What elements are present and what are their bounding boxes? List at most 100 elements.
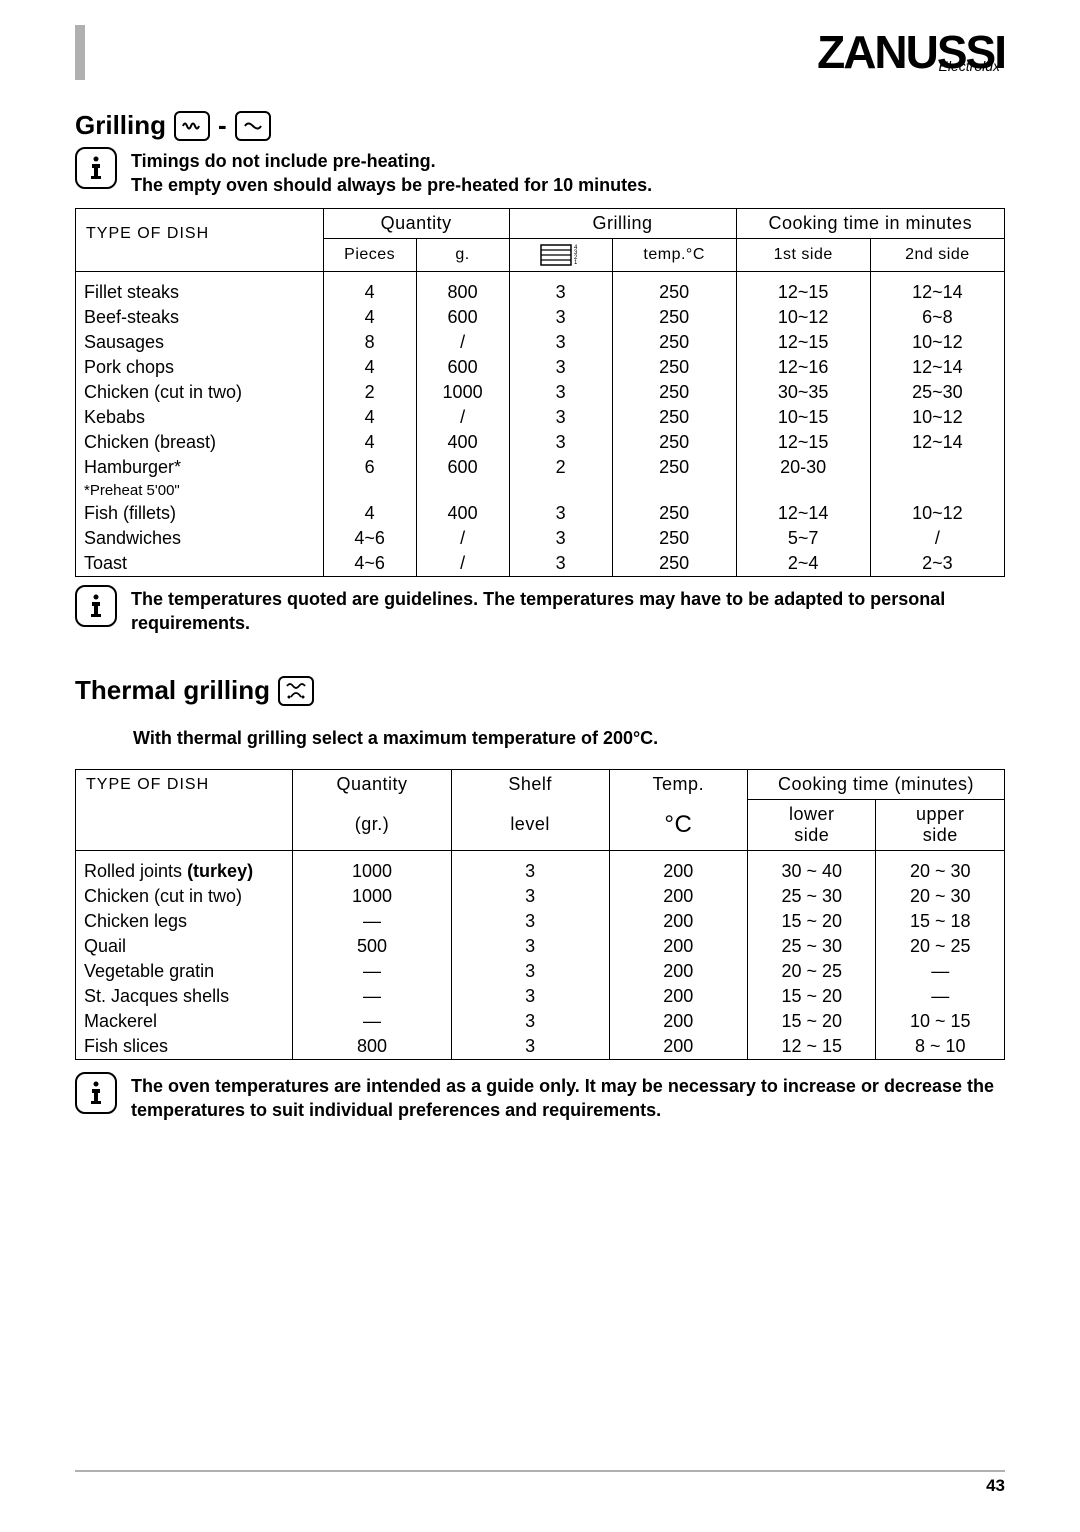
cell-lo: 12 ~ 15 <box>747 1034 875 1060</box>
thermal-section: Thermal grilling With thermal grilling s… <box>75 675 1005 1123</box>
cell-type: Chicken legs <box>76 909 293 934</box>
cell-type: Sausages <box>76 330 324 355</box>
upper-label2: side <box>884 825 996 846</box>
cell-type: Chicken (breast) <box>76 430 324 455</box>
cell-s2: 10~12 <box>870 330 1004 355</box>
cell-s1: 20-30 <box>736 455 870 480</box>
cell-pieces: 4 <box>323 271 416 305</box>
cell-type: Mackerel <box>76 1009 293 1034</box>
cell-temp: 250 <box>612 430 736 455</box>
cell-temp: 250 <box>612 380 736 405</box>
decorative-bar <box>75 25 85 80</box>
cell-up: — <box>876 984 1005 1009</box>
table-row: Vegetable gratin—320020 ~ 25— <box>76 959 1005 984</box>
cell-shelf: 3 <box>509 330 612 355</box>
grilling-table: TYPE OF DISH Quantity Grilling Cooking t… <box>75 208 1005 577</box>
cell-temp: 200 <box>609 851 747 885</box>
info-icon <box>75 1072 117 1114</box>
col-upper: upper side <box>876 800 1005 851</box>
cell-g: 600 <box>416 305 509 330</box>
grilling-heading: Grilling - <box>75 110 1005 141</box>
cell-shelf: 3 <box>509 526 612 551</box>
note-line2: The empty oven should always be pre-heat… <box>131 173 652 197</box>
cell-s1 <box>736 480 870 501</box>
cell-s2 <box>870 480 1004 501</box>
cell-temp: 200 <box>609 959 747 984</box>
grill-icon <box>174 111 210 141</box>
cell-up: 15 ~ 18 <box>876 909 1005 934</box>
cell-g: 600 <box>416 455 509 480</box>
cell-up: 20 ~ 30 <box>876 851 1005 885</box>
cell-shelf: 2 <box>509 455 612 480</box>
cell-temp: 250 <box>612 330 736 355</box>
cell-s1: 12~16 <box>736 355 870 380</box>
cell-qty: 800 <box>293 1034 451 1060</box>
col-quantity: Quantity <box>323 208 509 238</box>
cell-shelf: 3 <box>509 305 612 330</box>
cell-temp: 200 <box>609 909 747 934</box>
col-shelf-icon: 4 3 2 1 <box>509 238 612 271</box>
cell-temp: 250 <box>612 405 736 430</box>
table-row: *Preheat 5'00" <box>76 480 1005 501</box>
cell-pieces: 8 <box>323 330 416 355</box>
cell-type: Hamburger* <box>76 455 324 480</box>
cell-shelf: 3 <box>509 430 612 455</box>
cell-temp: 250 <box>612 271 736 305</box>
cell-s1: 10~15 <box>736 405 870 430</box>
footnote-text: The temperatures quoted are guidelines. … <box>131 585 1005 636</box>
cell-type: Rolled joints (turkey) <box>76 851 293 885</box>
cell-type: Fish (fillets) <box>76 501 324 526</box>
cell-temp: 200 <box>609 1034 747 1060</box>
cell-pieces: 4 <box>323 305 416 330</box>
cell-type: Fish slices <box>76 1034 293 1060</box>
cell-g: / <box>416 330 509 355</box>
info-note-2: The temperatures quoted are guidelines. … <box>75 585 1005 636</box>
note-line1: Timings do not include pre-heating. <box>131 149 652 173</box>
cell-type: Chicken (cut in two) <box>76 380 324 405</box>
cell-shelf: 3 <box>509 355 612 380</box>
cell-s2: 12~14 <box>870 430 1004 455</box>
table-row: Rolled joints (turkey)1000320030 ~ 4020 … <box>76 851 1005 885</box>
cell-lo: 20 ~ 25 <box>747 959 875 984</box>
table-row: Pork chops4600325012~1612~14 <box>76 355 1005 380</box>
cell-type: Kebabs <box>76 405 324 430</box>
brand-subtext: Electrolux <box>939 58 1000 74</box>
cell-g: 800 <box>416 271 509 305</box>
shelf-icon: 4 3 2 1 <box>539 243 583 267</box>
col-2nd: 2nd side <box>870 238 1004 271</box>
table-row: Beef-steaks4600325010~126~8 <box>76 305 1005 330</box>
cell-up: 10 ~ 15 <box>876 1009 1005 1034</box>
cell-s1: 10~12 <box>736 305 870 330</box>
cell-up: 20 ~ 30 <box>876 884 1005 909</box>
grilling-section: Grilling - Timings do not include pre-he… <box>75 110 1005 635</box>
table-row: Chicken legs—320015 ~ 2015 ~ 18 <box>76 909 1005 934</box>
cell-pieces: 4~6 <box>323 551 416 577</box>
cell-up: 20 ~ 25 <box>876 934 1005 959</box>
upper-label: upper <box>884 804 996 825</box>
cell-temp: 250 <box>612 455 736 480</box>
cell-shelf: 3 <box>509 501 612 526</box>
cell-lo: 15 ~ 20 <box>747 1009 875 1034</box>
cell-qty: 1000 <box>293 851 451 885</box>
table-row: Kebabs4/325010~1510~12 <box>76 405 1005 430</box>
col-temp: Temp. <box>609 770 747 800</box>
thermal-note: With thermal grilling select a maximum t… <box>133 728 1005 749</box>
col-type: TYPE OF DISH <box>76 770 293 851</box>
cell-pieces: 4 <box>323 501 416 526</box>
cell-shelf: 3 <box>509 405 612 430</box>
cell-pieces: 4 <box>323 405 416 430</box>
cell-temp: 200 <box>609 884 747 909</box>
cell-s2: 6~8 <box>870 305 1004 330</box>
page-number: 43 <box>986 1476 1005 1496</box>
cell-temp: 250 <box>612 551 736 577</box>
table-row: Fish slices800320012 ~ 158 ~ 10 <box>76 1034 1005 1060</box>
thermal-heading: Thermal grilling <box>75 675 1005 706</box>
dash: - <box>218 110 227 141</box>
cell-pieces: 4 <box>323 355 416 380</box>
info-note-3: The oven temperatures are intended as a … <box>75 1072 1005 1123</box>
cell-shelf: 3 <box>509 271 612 305</box>
cell-qty: 500 <box>293 934 451 959</box>
cell-lo: 30 ~ 40 <box>747 851 875 885</box>
cell-shelf: 3 <box>451 909 609 934</box>
table-row: St. Jacques shells—320015 ~ 20— <box>76 984 1005 1009</box>
